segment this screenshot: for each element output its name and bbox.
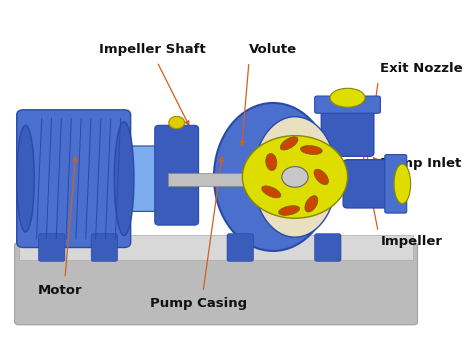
Ellipse shape <box>253 117 337 237</box>
Circle shape <box>169 116 184 129</box>
FancyBboxPatch shape <box>343 160 396 208</box>
Text: Motor: Motor <box>38 283 83 297</box>
FancyBboxPatch shape <box>321 105 374 156</box>
Text: Impeller Shaft: Impeller Shaft <box>99 43 206 57</box>
FancyBboxPatch shape <box>227 234 253 261</box>
Ellipse shape <box>314 169 328 185</box>
FancyBboxPatch shape <box>39 234 65 261</box>
Ellipse shape <box>330 88 365 107</box>
Text: Pump Inlet: Pump Inlet <box>381 157 462 170</box>
FancyBboxPatch shape <box>315 234 341 261</box>
FancyBboxPatch shape <box>15 242 418 325</box>
Ellipse shape <box>305 196 318 212</box>
FancyBboxPatch shape <box>315 96 381 113</box>
Ellipse shape <box>114 122 134 236</box>
Ellipse shape <box>262 186 281 198</box>
Ellipse shape <box>17 125 34 232</box>
Text: Pump Casing: Pump Casing <box>150 297 247 311</box>
FancyBboxPatch shape <box>91 234 118 261</box>
FancyBboxPatch shape <box>19 236 413 260</box>
FancyBboxPatch shape <box>17 110 131 247</box>
Ellipse shape <box>266 153 277 171</box>
Bar <box>168 174 247 186</box>
Ellipse shape <box>301 146 322 154</box>
FancyBboxPatch shape <box>120 146 172 211</box>
FancyBboxPatch shape <box>385 154 407 213</box>
Text: Exit Nozzle: Exit Nozzle <box>381 62 463 75</box>
Ellipse shape <box>214 103 332 251</box>
Text: Impeller: Impeller <box>381 236 442 248</box>
Circle shape <box>242 136 347 218</box>
Circle shape <box>282 167 308 187</box>
Ellipse shape <box>279 206 300 215</box>
Ellipse shape <box>280 137 298 150</box>
Text: Volute: Volute <box>249 43 297 57</box>
FancyBboxPatch shape <box>155 125 199 225</box>
Ellipse shape <box>394 164 410 204</box>
